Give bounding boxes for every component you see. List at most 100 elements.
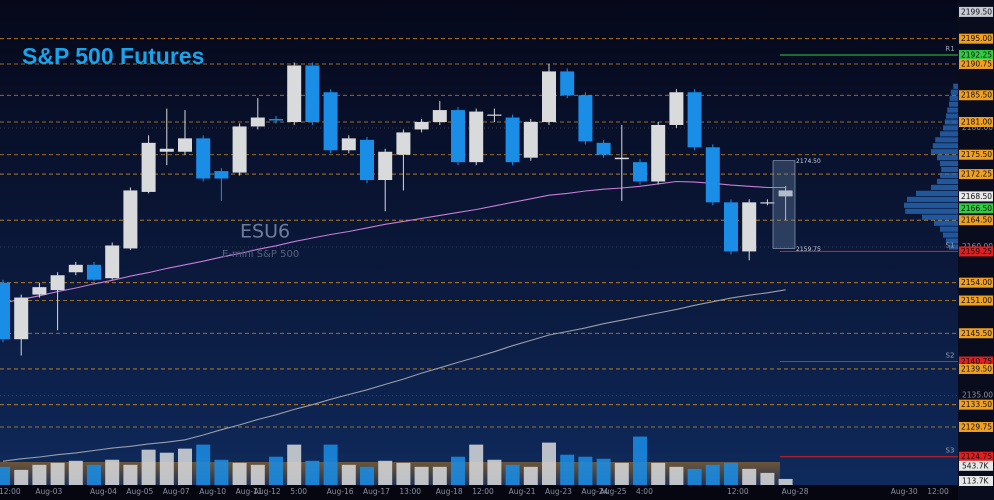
candle-body	[159, 148, 174, 152]
candle-body	[141, 142, 156, 192]
profile-bar	[937, 178, 958, 185]
price-box	[959, 328, 993, 339]
x-tick-label: Aug-04	[90, 487, 117, 496]
price-label: 2172.25	[961, 170, 992, 179]
candle-body	[32, 287, 47, 295]
candle-body	[633, 162, 647, 182]
chart-title: S&P 500 Futures	[22, 43, 204, 69]
x-tick-label: Aug-05	[126, 487, 153, 496]
volume-bar	[50, 462, 65, 485]
price-label: 2185.50	[961, 91, 992, 100]
price-box	[959, 149, 993, 160]
volume-bar	[0, 466, 10, 485]
candle-body	[469, 111, 484, 163]
volume-bar	[14, 469, 29, 485]
x-tick-label: 12:00	[727, 487, 749, 496]
x-tick-label: Aug-03	[35, 487, 62, 496]
price-box	[959, 246, 993, 257]
volume-profile	[904, 83, 958, 250]
profile-bar	[940, 161, 958, 167]
candle-body	[396, 132, 411, 155]
x-tick-label: Aug-28	[782, 487, 809, 496]
volume-bar	[542, 442, 556, 485]
volume-bar	[68, 460, 83, 485]
profile-bar	[949, 244, 958, 250]
x-tick-label: Aug-17	[363, 487, 390, 496]
volume-bar	[633, 436, 647, 485]
profile-bar	[949, 95, 958, 101]
watermark: ESU6	[240, 221, 290, 243]
profile-bar	[943, 125, 958, 131]
range-low-label: 2159.75	[796, 246, 821, 253]
x-tick-label: Aug-10	[199, 487, 226, 496]
volume-label: 543.7K	[962, 461, 989, 470]
price-label: 2181.00	[961, 117, 992, 126]
y-tick-label: 2180.00	[962, 123, 993, 132]
price-box	[959, 295, 993, 306]
range-box	[772, 160, 796, 249]
price-box	[959, 116, 993, 127]
profile-bar	[940, 172, 958, 179]
volume-layer	[0, 436, 793, 485]
candle-body	[378, 151, 393, 181]
candle-body	[651, 124, 666, 182]
x-tick-label: Aug-12	[254, 487, 281, 496]
x-tick-label: 12:00	[927, 487, 949, 496]
price-label: 2195.00	[961, 34, 992, 43]
volume-bar	[505, 464, 520, 485]
candle-body	[432, 110, 447, 122]
volume-label-box	[959, 475, 993, 486]
profile-bar	[916, 190, 958, 197]
candle-body	[0, 282, 10, 340]
candle-body	[451, 110, 465, 163]
candle-body	[305, 65, 320, 122]
x-tick-label: Aug-16	[327, 487, 354, 496]
volume-bar	[651, 462, 666, 485]
volume-bar	[159, 452, 174, 485]
price-box	[959, 169, 993, 180]
pivot-label: R1	[945, 45, 954, 53]
candle-body	[742, 202, 757, 252]
profile-bar	[905, 208, 958, 214]
price-label: 2140.75	[961, 357, 992, 366]
pivot-label: S1	[946, 241, 955, 249]
price-box	[959, 33, 993, 44]
candle-body	[105, 245, 120, 279]
profile-bar	[940, 226, 958, 232]
candle-body	[578, 95, 593, 142]
volume-bar	[705, 464, 720, 485]
profile-bar	[931, 184, 958, 191]
moving-average	[2, 289, 786, 462]
pivot-label: S2	[946, 352, 955, 360]
x-tick-label: Aug-25	[600, 487, 627, 496]
candle-body	[705, 147, 720, 203]
volume-bar	[123, 464, 138, 485]
candle-body	[123, 190, 138, 249]
price-label: 2166.50	[961, 204, 992, 213]
profile-bar	[946, 113, 958, 119]
price-box	[959, 363, 993, 374]
profile-bar	[932, 143, 958, 149]
price-label: 2154.00	[961, 278, 992, 287]
candle-body	[178, 138, 192, 152]
moving-average	[2, 180, 786, 304]
profile-bar	[931, 149, 958, 155]
x-tick-label: Aug-07	[163, 487, 190, 496]
price-box	[959, 451, 993, 462]
price-box	[959, 50, 993, 61]
volume-bar	[378, 460, 393, 485]
profile-bar	[937, 155, 958, 161]
time-axis-background	[0, 485, 958, 500]
candle-body	[323, 92, 338, 151]
moving-average-layer	[2, 180, 786, 462]
volume-bar	[287, 444, 302, 485]
volume-bar	[469, 444, 484, 485]
x-tick-label: Aug-23	[545, 487, 572, 496]
profile-bar	[944, 119, 958, 125]
profile-bar	[922, 214, 958, 220]
profile-bar	[907, 196, 958, 202]
candle-body	[669, 92, 684, 125]
price-label: 2133.50	[961, 400, 992, 409]
